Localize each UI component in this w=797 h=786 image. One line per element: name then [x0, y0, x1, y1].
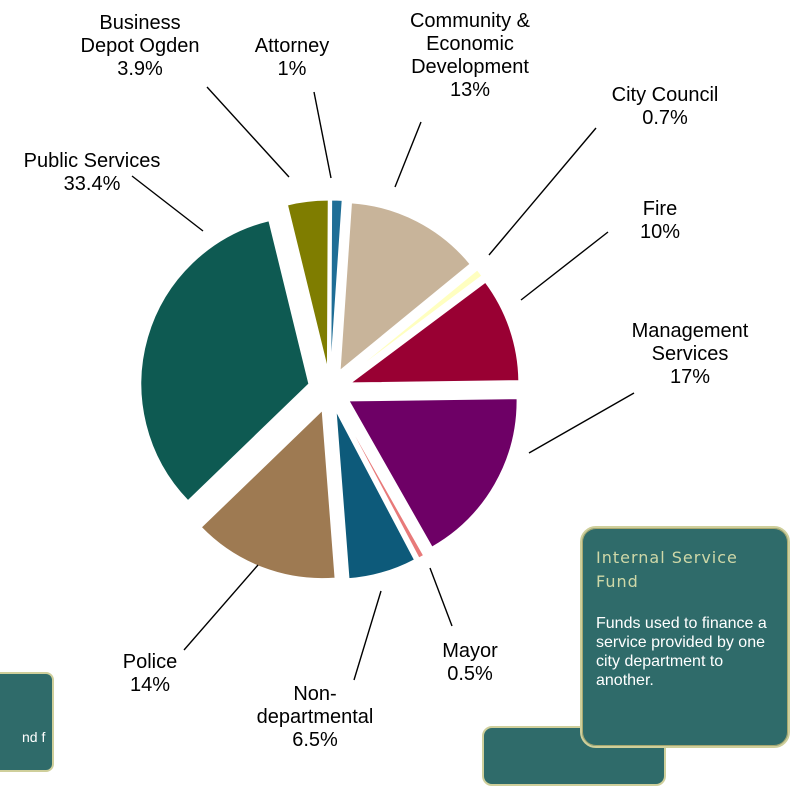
pie-slice-attorney [330, 199, 343, 369]
pie-slice-mayor [340, 409, 425, 559]
internal-service-fund-callout: Internal Service Fund Funds used to fina… [580, 526, 790, 748]
label-public-services: Public Services 33.4% [23, 150, 161, 195]
leader-ced [394, 121, 422, 188]
leader-nondept [353, 590, 382, 681]
pie-slice-police [200, 409, 336, 580]
pie-slice-non-departmental [335, 410, 416, 580]
callout-body: Funds used to finance a service provided… [596, 615, 767, 689]
label-police: Police 14% [122, 651, 178, 696]
label-fire: Fire 10% [639, 198, 681, 243]
leader-fire [520, 231, 609, 301]
leader-attorney [313, 91, 332, 179]
pie-slice-public-services [140, 220, 310, 502]
label-management-services: Management Services 17% [631, 320, 749, 388]
leader-bdo [206, 86, 290, 178]
label-attorney: Attorney 1% [254, 35, 330, 80]
pie-slice-business-depot-ogden [286, 199, 329, 369]
pie-slice-fire [349, 281, 520, 384]
pie-chart [131, 86, 635, 681]
partial-callout-text: nd f [22, 729, 46, 745]
leader-public [131, 175, 204, 232]
label-non-departmental: Non-departmental 6.5% [256, 683, 374, 751]
pie-slice-community-economic-development [339, 202, 471, 372]
label-city-council: City Council 0.7% [611, 84, 719, 129]
leader-mayor [429, 567, 453, 627]
label-business-depot-ogden: Business Depot Ogden 3.9% [80, 12, 200, 80]
pie-slice-city-council [347, 269, 483, 377]
leader-council [488, 127, 597, 256]
leader-police [183, 564, 259, 651]
callout-title: Internal Service Fund [596, 548, 738, 591]
leader-mgmt [528, 392, 635, 454]
label-mayor: Mayor 0.5% [442, 640, 498, 685]
callout-box-partial-left: nd f [0, 672, 54, 772]
label-community-economic-development: Community & Economic Development 13% [409, 10, 531, 101]
pie-slice-management-services [348, 398, 518, 548]
